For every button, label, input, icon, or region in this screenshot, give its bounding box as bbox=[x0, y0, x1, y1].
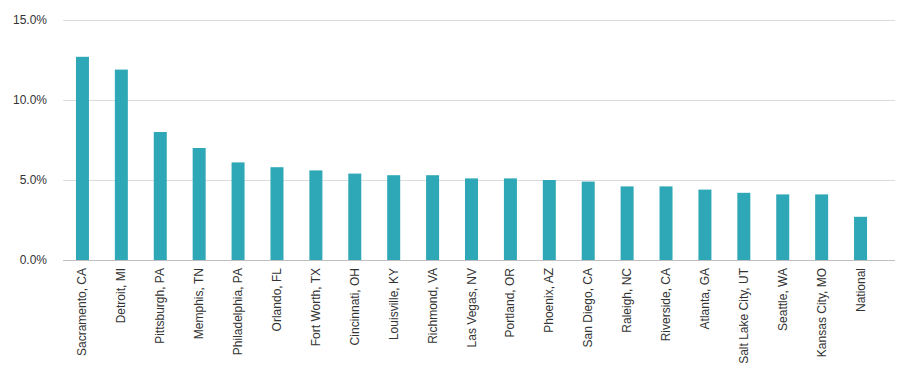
bar bbox=[387, 175, 400, 260]
bar bbox=[154, 132, 167, 260]
bar bbox=[270, 167, 283, 260]
y-tick-label: 5.0% bbox=[20, 173, 48, 187]
bar bbox=[426, 175, 439, 260]
y-tick-label: 15.0% bbox=[13, 13, 47, 27]
x-tick-label: Sacramento, CA bbox=[75, 268, 89, 356]
grid-line bbox=[63, 260, 895, 261]
bar bbox=[815, 194, 828, 260]
bar bbox=[232, 162, 245, 260]
bar bbox=[115, 70, 128, 260]
bar bbox=[776, 194, 789, 260]
x-tick-label: Phoenix, AZ bbox=[542, 268, 556, 333]
bar bbox=[737, 193, 750, 260]
grid bbox=[63, 20, 895, 260]
y-tick-label: 10.0% bbox=[13, 93, 47, 107]
bar bbox=[76, 57, 89, 260]
bar bbox=[543, 180, 556, 260]
x-tick-label: San Diego, CA bbox=[581, 268, 595, 347]
y-axis: 0.0% 5.0% 10.0% 15.0% bbox=[13, 13, 63, 267]
grid-line bbox=[63, 20, 895, 21]
bar bbox=[348, 174, 361, 260]
x-tick-label: Memphis, TN bbox=[192, 268, 206, 339]
x-tick-label: Kansas City, MO bbox=[815, 268, 829, 357]
bar bbox=[582, 182, 595, 260]
x-tick-label: Detroit, MI bbox=[114, 268, 128, 323]
grid-line bbox=[63, 100, 895, 101]
x-tick-label: Pittsburgh, PA bbox=[153, 268, 167, 344]
x-tick-label: Cincinnati, OH bbox=[348, 268, 362, 345]
chart-svg: 0.0% 5.0% 10.0% 15.0% Sacramento, CA Detroit,… bbox=[0, 0, 900, 385]
bar bbox=[193, 148, 206, 260]
bar bbox=[854, 217, 867, 260]
x-tick-label: Seattle, WA bbox=[776, 268, 790, 331]
bar bbox=[465, 178, 478, 260]
x-tick-label: Atlanta, GA bbox=[698, 268, 712, 329]
bars bbox=[76, 57, 867, 260]
x-tick-label: Portland, OR bbox=[503, 268, 517, 338]
x-tick-label: Raleigh, NC bbox=[620, 268, 634, 333]
bar bbox=[621, 186, 634, 260]
x-tick-label: Riverside, CA bbox=[659, 268, 673, 341]
x-tick-label: Las Vegas, NV bbox=[465, 268, 479, 347]
grid-line bbox=[63, 180, 895, 181]
bar bbox=[660, 186, 673, 260]
chart-container: 0.0% 5.0% 10.0% 15.0% Sacramento, CA Detroit,… bbox=[0, 0, 900, 385]
y-axis-line bbox=[63, 20, 64, 260]
x-tick-label: Louisville, KY bbox=[387, 268, 401, 340]
y-tick-label: 0.0% bbox=[20, 253, 48, 267]
bar bbox=[698, 190, 711, 260]
x-tick-label: Fort Worth, TX bbox=[309, 268, 323, 346]
x-tick-label: Philadelphia, PA bbox=[231, 268, 245, 355]
x-axis: Sacramento, CA Detroit, MI Pittsburgh, PA M… bbox=[75, 267, 867, 363]
x-tick-label: Orlando, FL bbox=[270, 268, 284, 332]
x-tick-label: Salt Lake City, UT bbox=[737, 267, 751, 363]
bar bbox=[309, 170, 322, 260]
x-tick-label: National bbox=[854, 268, 868, 312]
bar bbox=[504, 178, 517, 260]
x-tick-label: Richmond, VA bbox=[426, 268, 440, 344]
